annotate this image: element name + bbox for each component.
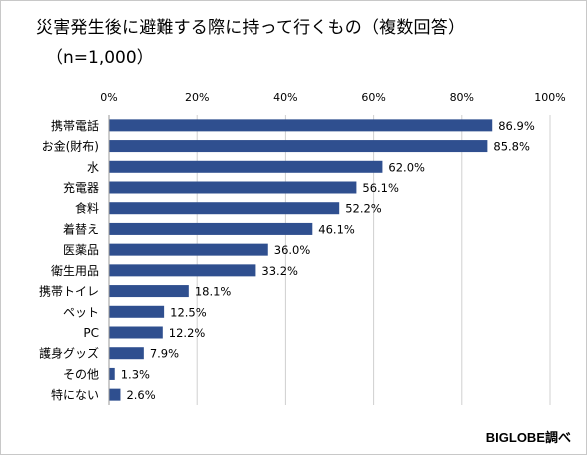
bar bbox=[109, 243, 268, 256]
category-label: 携帯トイレ bbox=[39, 284, 99, 299]
bar bbox=[109, 160, 383, 173]
x-tick-label: 60% bbox=[361, 91, 385, 104]
x-tick-label: 80% bbox=[450, 91, 474, 104]
category-label: 水 bbox=[87, 160, 99, 174]
value-label: 7.9% bbox=[150, 347, 179, 361]
x-tick-label: 20% bbox=[185, 91, 209, 104]
bar bbox=[109, 181, 357, 194]
value-label: 86.9% bbox=[498, 119, 535, 133]
bar bbox=[109, 367, 115, 380]
category-label: ペット bbox=[63, 305, 99, 319]
bar bbox=[109, 388, 121, 401]
value-label: 52.2% bbox=[345, 202, 382, 216]
category-label: 食料 bbox=[75, 201, 99, 216]
value-label: 1.3% bbox=[121, 367, 150, 381]
category-label: その他 bbox=[63, 367, 99, 381]
x-tick-label: 40% bbox=[273, 91, 297, 104]
category-label: 特にない bbox=[51, 387, 99, 402]
source-label: BIGLOBE調べ bbox=[485, 430, 571, 445]
value-label: 12.5% bbox=[170, 305, 207, 319]
bar bbox=[109, 119, 493, 132]
chart-subtitle: （n=1,000） bbox=[46, 48, 154, 68]
category-label: 医薬品 bbox=[63, 243, 99, 257]
chart-title: 災害発生後に避難する際に持って行くもの（複数回答） bbox=[36, 18, 466, 38]
value-label: 12.2% bbox=[169, 326, 206, 340]
value-label: 46.1% bbox=[318, 222, 355, 236]
bar bbox=[109, 326, 163, 339]
category-label: 携帯電話 bbox=[51, 118, 99, 133]
value-label: 33.2% bbox=[261, 264, 298, 278]
bar bbox=[109, 202, 340, 215]
bar bbox=[109, 285, 189, 298]
category-label: 衛生用品 bbox=[51, 264, 99, 278]
bar bbox=[109, 140, 488, 153]
bar bbox=[109, 264, 256, 277]
value-label: 56.1% bbox=[362, 181, 399, 195]
x-tick-label: 100% bbox=[534, 91, 565, 104]
value-label: 62.0% bbox=[388, 160, 425, 174]
category-label: 充電器 bbox=[63, 180, 99, 195]
category-label: PC bbox=[83, 326, 99, 340]
value-label: 36.0% bbox=[274, 243, 311, 257]
category-label: 着替え bbox=[63, 221, 99, 236]
category-label: お金(財布) bbox=[42, 139, 99, 154]
x-tick-label: 0% bbox=[100, 91, 117, 104]
bar bbox=[109, 305, 165, 318]
value-label: 85.8% bbox=[493, 140, 530, 154]
bar bbox=[109, 347, 144, 360]
value-label: 2.6% bbox=[126, 388, 155, 402]
value-label: 18.1% bbox=[195, 285, 232, 299]
bar bbox=[109, 222, 313, 235]
category-label: 護身グッズ bbox=[39, 346, 99, 361]
